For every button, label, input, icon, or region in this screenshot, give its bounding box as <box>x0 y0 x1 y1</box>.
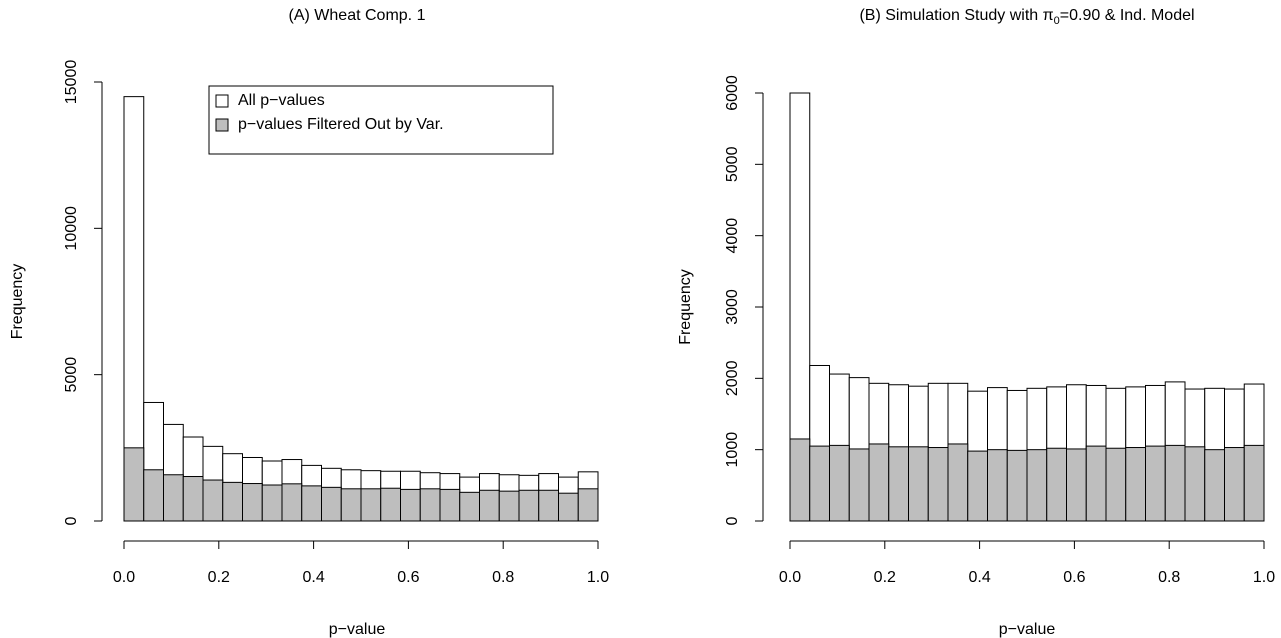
bar <box>1184 446 1206 522</box>
bar <box>558 492 579 522</box>
x-axis-label: p−value <box>999 621 1056 638</box>
title-text: =0.90 & Ind. Model <box>1060 7 1195 24</box>
x-tick-label: 0.4 <box>968 569 990 586</box>
bar <box>1145 445 1166 522</box>
bar <box>399 488 421 522</box>
legend-label: p−values Filtered Out by Var. <box>238 116 444 133</box>
bar <box>809 445 830 522</box>
bar <box>908 446 929 522</box>
y-tick-label: 10000 <box>63 206 80 251</box>
y-tick-label: 2000 <box>724 360 741 396</box>
chart-title: (B) Simulation Study with π0=0.90 & Ind.… <box>859 7 1194 27</box>
legend-swatch <box>215 94 229 108</box>
x-tick-label: 1.0 <box>587 569 609 586</box>
bar <box>848 448 870 522</box>
x-tick-label: 0.4 <box>302 569 324 586</box>
x-tick-label: 0.8 <box>492 569 514 586</box>
bar <box>1085 445 1107 522</box>
bar <box>242 483 263 522</box>
bar <box>360 488 382 522</box>
bar <box>439 488 461 522</box>
bar <box>202 479 224 522</box>
bar <box>281 483 303 522</box>
bar <box>947 443 969 522</box>
legend-box <box>208 85 554 155</box>
y-tick-label: 0 <box>63 516 80 525</box>
x-tick-label: 0.6 <box>397 569 419 586</box>
title-subscript: 0 <box>1054 15 1060 27</box>
bar <box>162 474 184 522</box>
bar <box>1243 444 1265 522</box>
bar <box>518 489 540 522</box>
bar <box>967 450 989 522</box>
x-tick-label: 0.0 <box>779 569 801 586</box>
x-tick-label: 0.8 <box>1158 569 1180 586</box>
bar <box>577 488 599 522</box>
y-tick-label: 0 <box>724 516 741 525</box>
y-tick-label: 1000 <box>724 432 741 468</box>
bar <box>498 490 520 522</box>
bar <box>301 485 323 522</box>
chart-title: (A) Wheat Comp. 1 <box>289 7 426 24</box>
y-axis-label: Frequency <box>9 264 26 340</box>
bar <box>1105 447 1127 522</box>
bar <box>1046 447 1067 522</box>
title-text: (B) Simulation Study with π <box>859 7 1053 24</box>
bar <box>143 469 164 522</box>
x-tick-label: 0.6 <box>1063 569 1085 586</box>
bar <box>1026 449 1048 522</box>
bar <box>927 447 949 522</box>
bar <box>1006 449 1028 522</box>
bar <box>538 489 560 522</box>
bar <box>1065 448 1087 522</box>
y-tick-label: 15000 <box>63 60 80 105</box>
x-tick-label: 0.2 <box>208 569 230 586</box>
y-tick-label: 3000 <box>724 289 741 325</box>
y-axis-label: Frequency <box>677 269 694 345</box>
x-tick-label: 1.0 <box>1253 569 1275 586</box>
bar <box>261 484 283 522</box>
bar <box>380 487 401 522</box>
x-tick-label: 0.2 <box>874 569 896 586</box>
bar <box>868 443 890 522</box>
bar <box>987 449 1008 522</box>
bar <box>1224 447 1245 522</box>
legend-label: All p−values <box>238 92 325 109</box>
legend: All p−values p−values Filtered Out by Var… <box>208 85 554 155</box>
bar <box>888 446 909 522</box>
y-tick-label: 5000 <box>63 357 80 393</box>
bar <box>321 486 342 522</box>
bar <box>419 488 441 522</box>
bar <box>222 481 244 522</box>
bar <box>479 489 500 522</box>
x-axis-label: p−value <box>329 621 386 638</box>
y-tick-label: 5000 <box>724 146 741 182</box>
bar <box>1125 447 1147 522</box>
y-tick-label: 6000 <box>724 75 741 111</box>
bar <box>789 438 811 522</box>
bar <box>1204 449 1226 522</box>
x-tick-label: 0.0 <box>113 569 135 586</box>
bar <box>123 447 145 522</box>
y-tick-label: 4000 <box>724 218 741 254</box>
bar <box>828 444 850 522</box>
bar <box>1164 444 1186 522</box>
bar <box>459 491 481 522</box>
bar <box>340 488 362 522</box>
bar <box>182 476 204 522</box>
legend-swatch <box>215 118 229 132</box>
